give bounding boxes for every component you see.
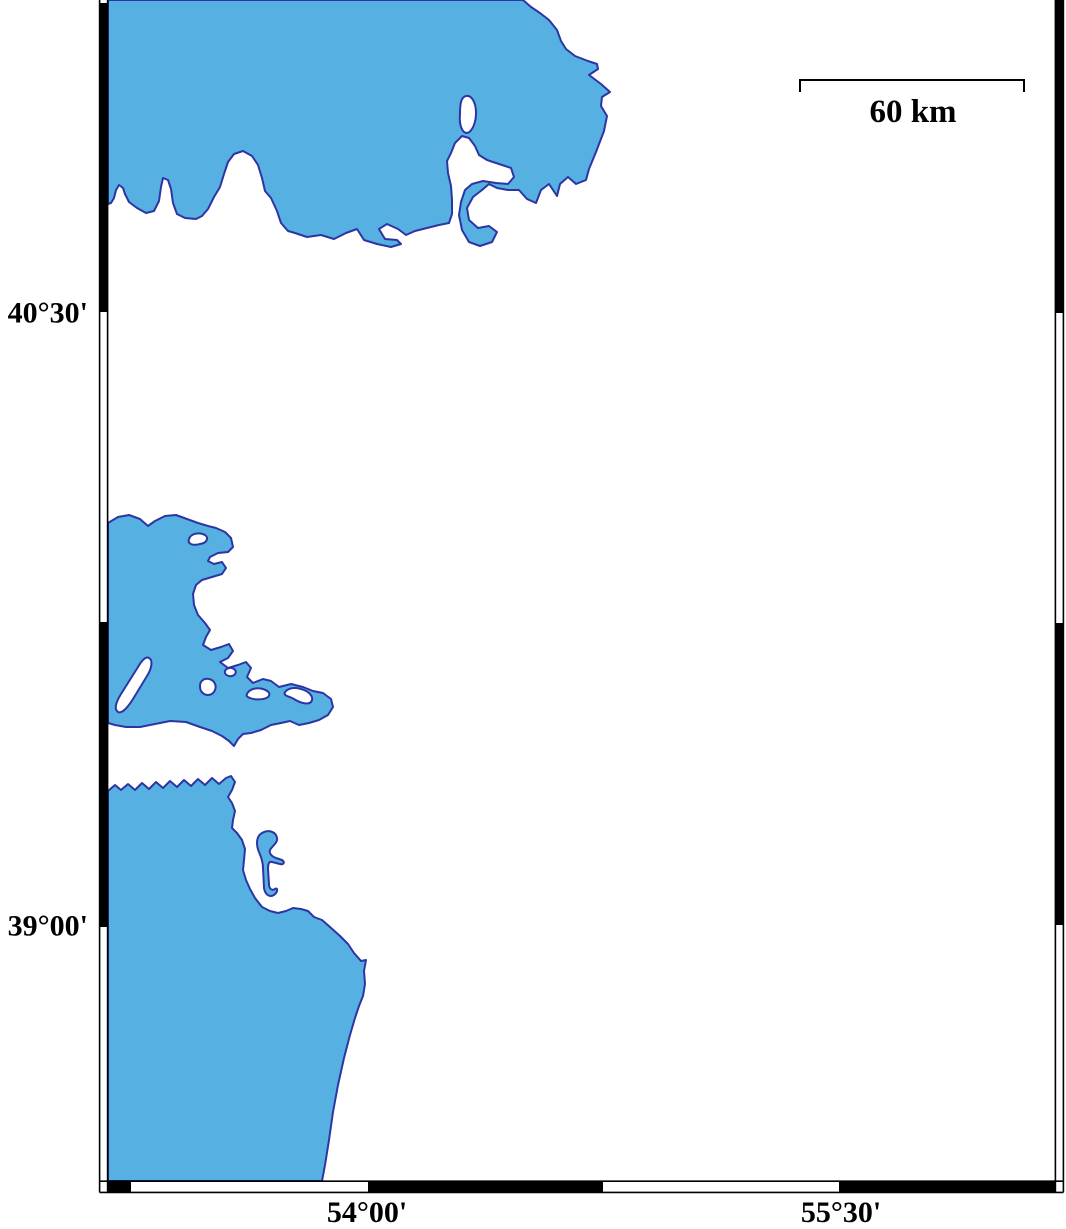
frame-segment: [1055, 0, 1064, 313]
gulf-island-b: [245, 687, 271, 701]
north-island: [458, 94, 477, 134]
frame-segment: [839, 1181, 1055, 1193]
lagoon-channel-polygon: [256, 830, 285, 898]
southern-water-polygon: [107, 775, 367, 1182]
northern-water-polygon: [107, 0, 611, 248]
spit-island: [114, 656, 153, 714]
islands: [114, 94, 477, 714]
latitude-label-bottom: 39°00': [8, 910, 88, 943]
gulf-island-c: [283, 686, 314, 705]
frame-segment: [368, 1181, 603, 1193]
longitude-label-right: 55°30': [801, 1196, 881, 1229]
longitude-label-left: 54°00': [327, 1196, 407, 1229]
frame-segment: [99, 622, 108, 927]
frame-segment: [99, 3, 108, 312]
frame-segment: [1055, 623, 1064, 925]
frame-band-left: [99, 0, 108, 1182]
gulf-water-polygon: [107, 514, 334, 747]
map-frame: [98, 0, 1065, 1194]
water-bodies: [107, 0, 611, 1182]
frame-segment: [108, 1181, 131, 1193]
graticule-labels: 40°30' 39°00' 54°00' 55°30': [8, 297, 882, 1229]
scale-bar-label: 60 km: [869, 94, 956, 130]
gulf-lagoon-slit: [187, 532, 209, 546]
latitude-label-top: 40°30': [8, 297, 88, 330]
frame-lines: [98, 0, 1065, 1194]
frame-band-right: [1055, 0, 1064, 1182]
gulf-island-d: [223, 666, 237, 678]
scale-bar: 60 km: [799, 79, 1025, 130]
scale-bar-bracket: [799, 79, 1025, 92]
gulf-island-a: [199, 677, 217, 696]
